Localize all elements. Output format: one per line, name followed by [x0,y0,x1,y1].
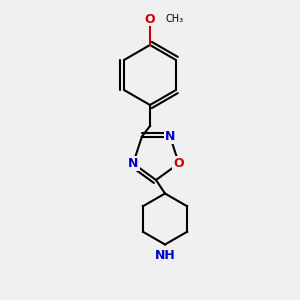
Text: NH: NH [154,249,176,262]
Text: CH₃: CH₃ [165,14,183,25]
Text: N: N [165,130,175,143]
Text: O: O [173,157,184,170]
Text: O: O [145,13,155,26]
Text: N: N [128,157,138,170]
